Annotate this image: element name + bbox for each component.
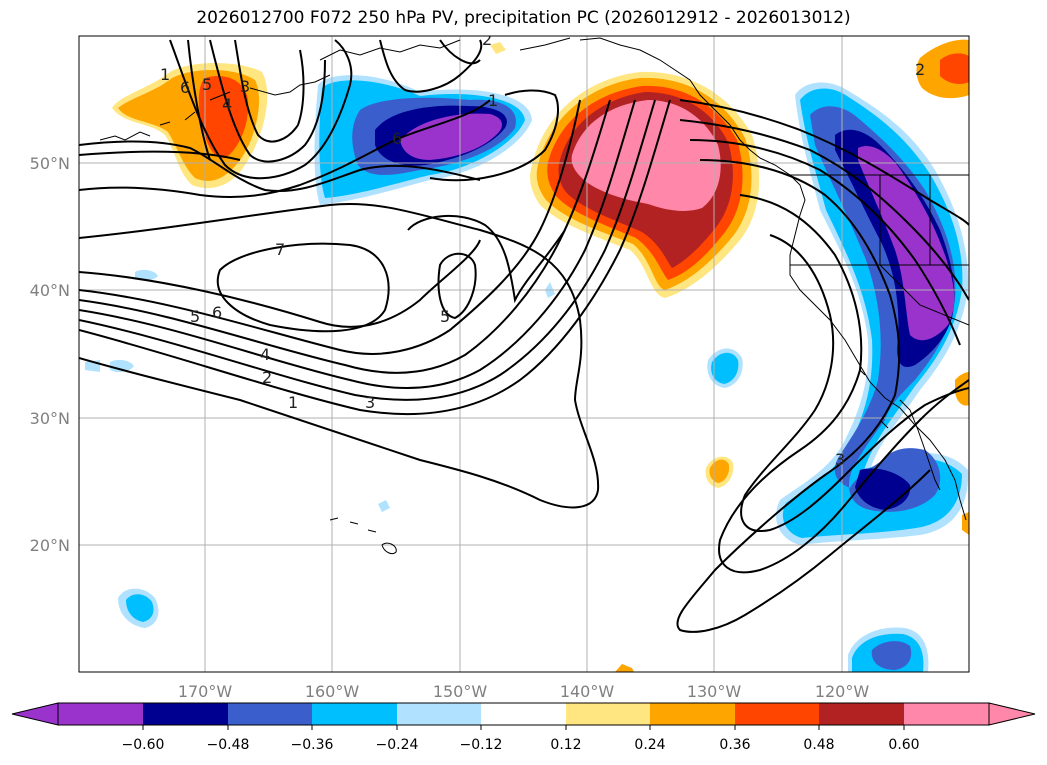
lon-label: 140°W (560, 682, 615, 701)
colorbar-label: −0.60 (122, 737, 165, 753)
coastlines (99, 37, 969, 555)
lon-label: 120°W (815, 682, 870, 701)
lat-label: 20°N (30, 536, 70, 555)
colorbar-segment (228, 703, 312, 725)
colorbar-segment (58, 703, 143, 725)
graticule (79, 36, 969, 672)
lon-label: 170°W (178, 682, 233, 701)
contour-label: 3 (835, 450, 845, 469)
pv-contours (79, 39, 969, 633)
lat-label: 40°N (30, 281, 70, 300)
contour-label: 2 (915, 60, 925, 79)
contour-label: 1 (288, 393, 298, 412)
colorbar-label: −0.12 (460, 737, 503, 753)
contour-label: 6 (212, 303, 222, 322)
colorbar-extend-high (988, 702, 1036, 726)
colorbar-label: 0.48 (803, 737, 834, 753)
colorbar-label: 0.12 (550, 737, 581, 753)
colorbar-label: 0.24 (634, 737, 665, 753)
colorbar-segment (735, 703, 819, 725)
colorbar-segment (819, 703, 904, 725)
colorbar-ticks (142, 725, 905, 730)
lon-label: 150°W (433, 682, 488, 701)
colorbar-segment (481, 703, 566, 725)
colorbar-label: −0.24 (376, 737, 419, 753)
colorbar: −0.60 −0.48 −0.36 −0.24 −0.12 0.12 0.24 … (11, 702, 1036, 753)
contour-label: 4 (260, 345, 270, 364)
lat-label: 50°N (30, 154, 70, 173)
colorbar-segment (650, 703, 735, 725)
lon-label: 160°W (305, 682, 360, 701)
colorbar-segment (566, 703, 650, 725)
colorbar-extend-low (11, 702, 59, 726)
contour-label: 3 (240, 77, 250, 96)
map-frame (78, 35, 970, 673)
colorbar-segment (143, 703, 228, 725)
contour-label: 4 (222, 95, 232, 114)
contour-label: 1 (488, 91, 498, 110)
contour-label: 5 (202, 75, 212, 94)
colorbar-label: 0.36 (719, 737, 750, 753)
contour-labels: 7 6 5 4 3 2 1 5 6 4 2 1 3 5 3 2 6 1 (160, 30, 925, 469)
contour-label: 6 (392, 129, 402, 148)
contour-label: 1 (160, 65, 170, 84)
colorbar-segment (904, 703, 989, 725)
contour-label: 7 (275, 240, 285, 259)
contour-label: 3 (365, 393, 375, 412)
colorbar-label: −0.48 (207, 737, 250, 753)
lat-label: 30°N (30, 409, 70, 428)
map-title: 2026012700 F072 250 hPa PV, precipitatio… (196, 8, 851, 28)
contour-label: 2 (482, 30, 492, 49)
lon-tick-labels: 170°W 160°W 150°W 140°W 130°W 120°W (178, 682, 870, 701)
colorbar-label: 0.60 (888, 737, 919, 753)
colorbar-segment (397, 703, 481, 725)
lat-tick-labels: 50°N 40°N 30°N 20°N (30, 154, 70, 555)
colorbar-segment (312, 703, 397, 725)
lon-label: 130°W (687, 682, 742, 701)
colorbar-label: −0.36 (291, 737, 334, 753)
contour-label: 6 (180, 78, 190, 97)
contour-label: 5 (190, 307, 200, 326)
contour-label: 5 (440, 307, 450, 326)
contour-label: 2 (262, 368, 272, 387)
